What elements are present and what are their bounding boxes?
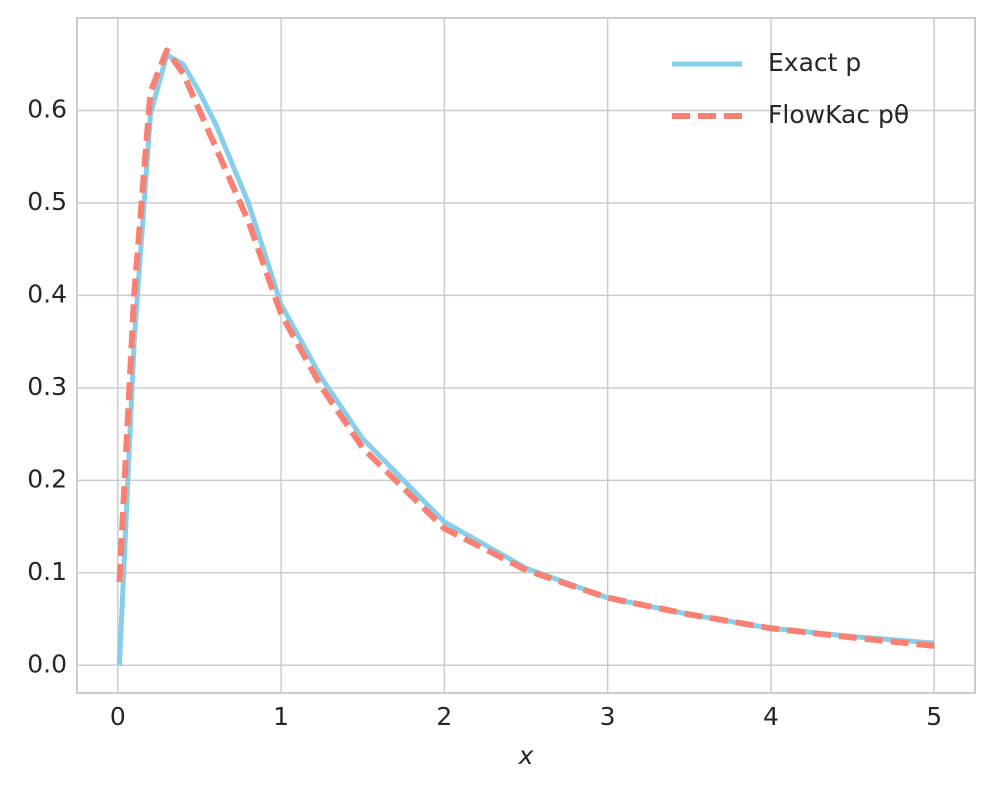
y-tick-label: 0.4: [27, 279, 67, 308]
x-axis-label: x: [518, 741, 534, 770]
plot-frame: [76, 17, 976, 694]
series-line: [116, 47, 935, 649]
y-tick-label: 0.6: [27, 94, 67, 123]
legend-label: FlowKac pθ: [768, 100, 909, 129]
y-tick-label: 0.0: [27, 649, 67, 678]
x-tick-label: 0: [110, 702, 126, 731]
y-tick-label: 0.3: [27, 372, 67, 401]
x-tick-label: 2: [436, 702, 452, 731]
series-line: [116, 52, 935, 666]
y-tick-label: 0.5: [27, 187, 67, 216]
legend-label: Exact p: [768, 48, 861, 77]
x-tick-label: 4: [763, 702, 779, 731]
y-tick-label: 0.1: [27, 557, 67, 586]
x-tick-label: 5: [926, 702, 942, 731]
x-tick-label: 1: [273, 702, 289, 731]
x-tick-label: 3: [600, 702, 616, 731]
y-tick-label: 0.2: [27, 464, 67, 493]
